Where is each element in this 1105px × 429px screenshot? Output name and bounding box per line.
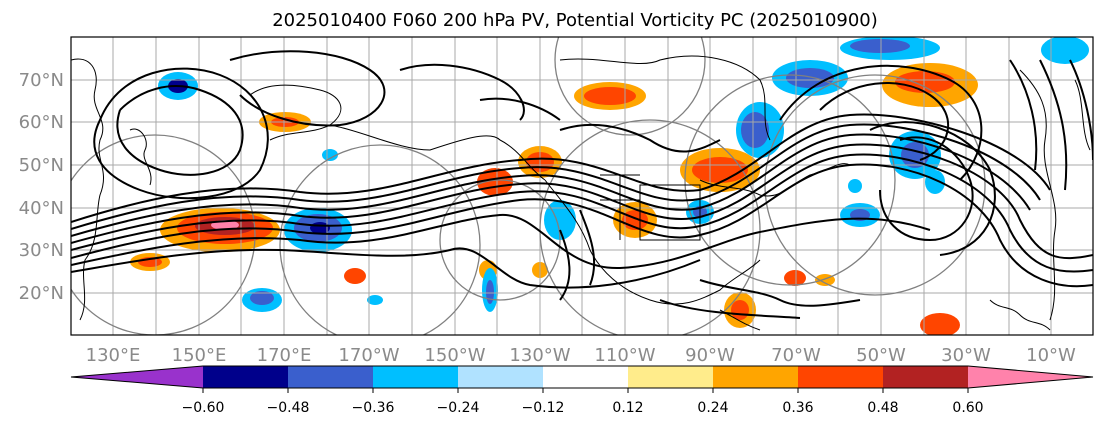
colorbar-extend-low [71, 366, 203, 388]
lon-label-170e: 170°E [257, 345, 312, 366]
lat-label-50n: 50°N [19, 155, 64, 176]
colorbar-tick-label: −0.60 [182, 400, 225, 416]
lat-label-70n: 70°N [19, 70, 64, 91]
lon-label-130w: 130°W [509, 345, 570, 366]
colorbar-segment [883, 366, 968, 388]
lon-label-110w: 110°W [594, 345, 655, 366]
map-frame [70, 36, 1094, 336]
colorbar-segment [713, 366, 798, 388]
colorbar: −0.60 −0.48 −0.36 −0.24 −0.12 0.12 0.24 … [70, 365, 1094, 416]
lon-label-150w: 150°W [424, 345, 485, 366]
positive-pv-anomaly-us [613, 148, 760, 238]
lon-label-170w: 170°W [338, 345, 399, 366]
lon-label-150e: 150°E [172, 345, 227, 366]
lon-label-70w: 70°W [771, 345, 821, 366]
colorbar-segment [288, 366, 373, 388]
latitude-labels: 70°N 60°N 50°N 40°N 30°N 20°N [19, 70, 64, 304]
colorbar-tick-label: −0.48 [267, 400, 310, 416]
graticule [71, 37, 1093, 335]
colorbar-tick-label: −0.24 [437, 400, 480, 416]
longitude-labels: 130°E 150°E 170°E 170°W 150°W 130°W 110°… [86, 345, 1076, 366]
lat-label-40n: 40°N [19, 198, 64, 219]
lat-label-60n: 60°N [19, 112, 64, 133]
pv-contours [71, 50, 1093, 319]
negative-pv-anomaly-canada [686, 37, 1089, 224]
lon-label-50w: 50°W [856, 345, 906, 366]
colorbar-ticks [202, 388, 969, 393]
colorbar-segment [203, 366, 288, 388]
lon-label-90w: 90°W [685, 345, 735, 366]
lon-label-130e: 130°E [86, 345, 141, 366]
colorbar-extend-high [968, 366, 1093, 388]
colorbar-segment [628, 366, 713, 388]
colorbar-segment [798, 366, 883, 388]
map-layers [71, 37, 1093, 335]
colorbar-tick-label: 0.36 [782, 400, 813, 416]
lat-label-30n: 30°N [19, 240, 64, 261]
colorbar-segment [543, 366, 628, 388]
map-title: 2025010400 F060 200 hPa PV, Potential Vo… [272, 10, 878, 31]
lon-label-30w: 30°W [941, 345, 991, 366]
colorbar-tick-label: 0.48 [867, 400, 898, 416]
lon-label-10w: 10°W [1026, 345, 1076, 366]
colorbar-segment [458, 366, 543, 388]
colorbar-tick-label: −0.36 [352, 400, 395, 416]
colorbar-tick-label: 0.12 [612, 400, 643, 416]
colorbar-tick-label: 0.60 [952, 400, 983, 416]
colorbar-segment [373, 366, 458, 388]
lat-label-20n: 20°N [19, 283, 64, 304]
colorbar-tick-label: −0.12 [522, 400, 565, 416]
colorbar-tick-label: 0.24 [697, 400, 728, 416]
